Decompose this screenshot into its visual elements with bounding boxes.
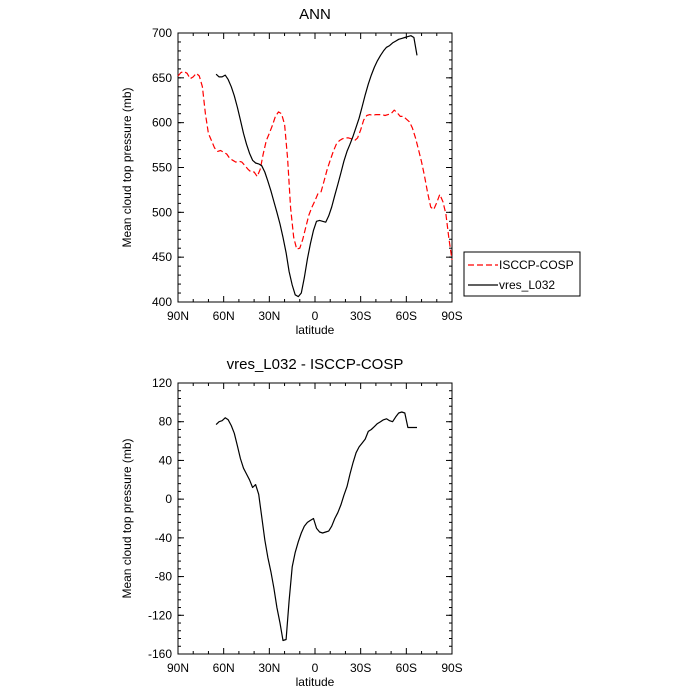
y-tick-label: -120: [148, 608, 172, 622]
series-line: [215, 411, 417, 642]
y-tick-label: 40: [159, 453, 173, 467]
plot-frame: [177, 32, 453, 303]
x-tick-label: 30S: [350, 309, 371, 323]
chart-top-panel: 90N 60N 30N 0 30S 60S 90S 400 450 500 550 600 650 700…: [120, 6, 463, 337]
x-tick-label: 0: [312, 309, 319, 323]
plot-frame: [177, 382, 453, 655]
y-tick-label: -160: [148, 647, 172, 661]
y-tick-label: 0: [165, 492, 172, 506]
series-line-vres-l032: [215, 35, 418, 298]
chart-legend: ISCCP-COSP vres_L032: [463, 251, 581, 297]
x-tick-label: 60S: [396, 309, 417, 323]
chart-title: ANN: [299, 6, 331, 23]
y-axis-label: Mean cloud top pressure (mb): [120, 438, 134, 598]
x-tick-label: 30N: [258, 661, 280, 675]
chart-bottom-panel: 90N 60N 30N 0 30S 60S 90S -160 -120 -80 -40 0 40 80 12…: [120, 356, 463, 689]
x-tick-label: 90S: [441, 661, 462, 675]
y-tick-label: 700: [152, 26, 172, 40]
y-tick-label: 550: [152, 161, 172, 175]
x-tick-label: 60N: [213, 309, 235, 323]
y-tick-label: 80: [159, 415, 173, 429]
legend-box: [463, 251, 581, 297]
x-tick-label: 60S: [396, 661, 417, 675]
x-tick-label: 90N: [167, 309, 189, 323]
x-tick-label: 90N: [167, 661, 189, 675]
x-tick-label: 0: [312, 661, 319, 675]
chart-title: vres_L032 - ISCCP-COSP: [227, 356, 404, 373]
y-tick-label: -40: [155, 531, 173, 545]
x-tick-label: 90S: [441, 309, 462, 323]
y-tick-label: 120: [152, 376, 172, 390]
y-axis-label: Mean cloud top pressure (mb): [120, 87, 134, 247]
x-axis-label: latitude: [296, 675, 335, 689]
legend-label: vres_L032: [499, 278, 555, 292]
x-tick-label: 30N: [258, 309, 280, 323]
x-tick-label: 30S: [350, 661, 371, 675]
y-tick-label: 450: [152, 250, 172, 264]
x-axis-label: latitude: [296, 323, 335, 337]
y-tick-label: -80: [155, 570, 173, 584]
y-tick-label: 500: [152, 205, 172, 219]
legend-label: ISCCP-COSP: [499, 258, 574, 272]
x-tick-label: 60N: [213, 661, 235, 675]
y-tick-label: 400: [152, 295, 172, 309]
y-tick-label: 650: [152, 71, 172, 85]
series-line-isccp-cosp: [177, 70, 453, 260]
y-tick-label: 600: [152, 116, 172, 130]
